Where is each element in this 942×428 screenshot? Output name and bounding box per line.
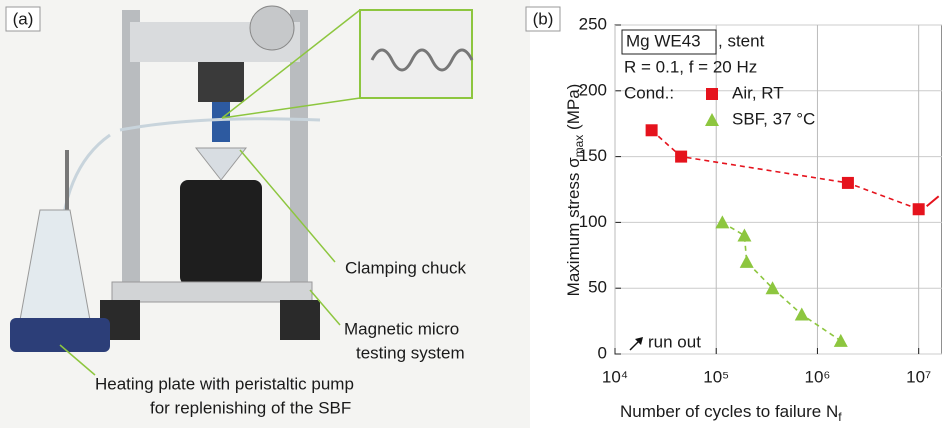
legend-cond: Cond.: — [624, 83, 674, 102]
y-tick-label: 200 — [579, 80, 607, 99]
x-axis-label-sub: f — [838, 410, 842, 424]
point — [675, 150, 688, 163]
y-axis-label-text: Maximum stress σ — [564, 157, 583, 296]
point — [645, 124, 658, 137]
legend-marker — [706, 88, 718, 100]
legend-conditions: R = 0.1, f = 20 Hz — [624, 57, 757, 76]
x-tick-label: 10⁷ — [906, 367, 931, 386]
point — [794, 307, 809, 321]
legend-suffix: , stent — [718, 31, 765, 50]
y-axis-label: Maximum stress σmax (MPa) — [564, 84, 586, 297]
point — [841, 176, 854, 189]
y-tick-label: 250 — [579, 14, 607, 33]
legend-marker — [705, 113, 719, 126]
y-tick-label: 50 — [588, 278, 607, 297]
annotation: testing system — [356, 343, 465, 362]
trend-line — [721, 221, 842, 342]
runout-arrow-head — [635, 337, 643, 345]
y-axis-label-sub: max — [572, 135, 586, 158]
x-tick-label: 10⁶ — [804, 367, 830, 386]
panel-label-box — [525, 6, 561, 32]
runout-marker — [926, 195, 940, 208]
x-axis-label-text: Number of cycles to failure N — [620, 402, 838, 421]
annotation: Magnetic micro — [344, 319, 459, 338]
y-tick-label: 0 — [598, 343, 607, 362]
point — [833, 333, 848, 347]
legend-label: SBF, 37 °C — [732, 109, 815, 128]
legend-label: Air, RT — [732, 83, 784, 102]
point — [739, 254, 754, 268]
x-axis-label: Number of cycles to failure Nf — [620, 402, 842, 424]
point — [912, 203, 925, 216]
x-tick-label: 10⁴ — [602, 367, 628, 386]
point — [737, 228, 752, 242]
y-axis-label-unit: (MPa) — [564, 84, 583, 135]
annotation: Clamping chuck — [345, 258, 466, 277]
trend-line — [651, 129, 919, 210]
photo — [0, 0, 530, 428]
panel-label: (a) — [13, 9, 34, 28]
point — [715, 215, 730, 229]
plot: 0 50 100 150 200 250 10⁴ 10⁵ 10⁶ 10⁷ Air, RT SBF, 3… — [579, 14, 942, 386]
panel-label-box — [5, 6, 41, 32]
y-tick-label: 100 — [579, 212, 607, 231]
annotation: Heating plate with peristaltic pump — [95, 374, 354, 393]
runout-note: run out — [648, 332, 701, 351]
legend-material: Mg WE43 — [626, 31, 701, 50]
x-tick-label: 10⁵ — [703, 367, 729, 386]
legend-box — [621, 29, 717, 55]
panel-label: (b) — [533, 9, 554, 28]
point — [765, 281, 780, 295]
y-tick-label: 150 — [579, 146, 607, 165]
annotation: for replenishing of the SBF — [150, 398, 351, 417]
